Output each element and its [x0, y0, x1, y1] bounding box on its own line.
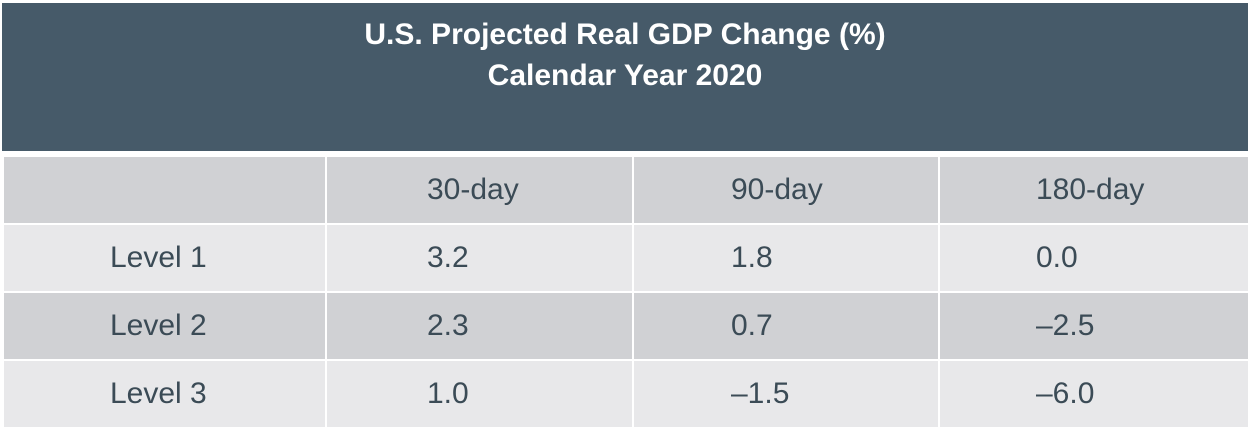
table-subtitle: Calendar Year 2020 — [487, 59, 763, 92]
table-cell: 2.3 — [325, 291, 634, 361]
table-row: Level 2 2.3 0.7 –2.5 — [2, 291, 1250, 361]
table-row: Level 3 1.0 –1.5 –6.0 — [2, 359, 1250, 429]
table-row: Level 1 3.2 1.8 0.0 — [2, 223, 1250, 293]
table-cell: 0.0 — [938, 223, 1250, 293]
table-cell: 3.2 — [325, 223, 634, 293]
header-cell-180-day: 180-day — [938, 155, 1250, 225]
gdp-table-card: U.S. Projected Real GDP Change (%) Calen… — [2, 3, 1250, 429]
header-cell-empty — [2, 155, 327, 225]
row-label: Level 3 — [2, 359, 327, 429]
table-cell: 0.7 — [632, 291, 940, 361]
header-cell-90-day: 90-day — [632, 155, 940, 225]
gdp-table: 30-day 90-day 180-day Level 1 3.2 1.8 0.… — [2, 155, 1250, 429]
table-cell: 1.8 — [632, 223, 940, 293]
row-label: Level 2 — [2, 291, 327, 361]
table-cell: 1.0 — [325, 359, 634, 429]
table-cell: –2.5 — [938, 291, 1250, 361]
table-cell: –1.5 — [632, 359, 940, 429]
row-label: Level 1 — [2, 223, 327, 293]
title-bar: U.S. Projected Real GDP Change (%) Calen… — [2, 3, 1248, 151]
header-cell-30-day: 30-day — [325, 155, 634, 225]
table-header-row: 30-day 90-day 180-day — [2, 155, 1250, 225]
table-title: U.S. Projected Real GDP Change (%) — [364, 18, 886, 51]
table-cell: –6.0 — [938, 359, 1250, 429]
